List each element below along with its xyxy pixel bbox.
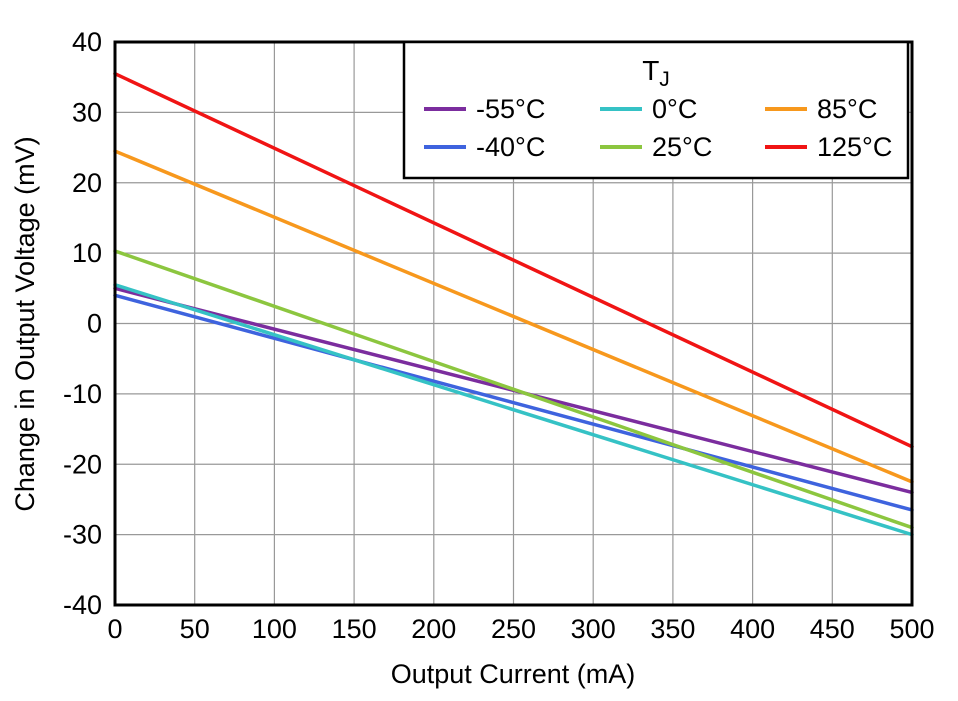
legend-title: TJ [642, 55, 670, 91]
y-tick-label: -30 [63, 520, 102, 550]
x-axis-title: Output Current (mA) [391, 659, 636, 689]
legend-label-85C: 85°C [817, 94, 877, 124]
x-tick-label: 0 [107, 614, 122, 644]
legend: TJ -55°C -40°C 0°C 25°C 85°C 125°C [402, 40, 910, 180]
x-tick-label: 250 [491, 614, 536, 644]
x-tick-label: 150 [332, 614, 377, 644]
legend-label-25C: 25°C [652, 132, 712, 162]
legend-label-0C: 0°C [652, 94, 697, 124]
y-tick-label: 40 [72, 27, 102, 57]
y-tick-label: 10 [72, 238, 102, 268]
legend-label-125C: 125°C [817, 132, 892, 162]
y-tick-label: 30 [72, 97, 102, 127]
x-tick-label: 200 [411, 614, 456, 644]
x-tick-label: 300 [571, 614, 616, 644]
series-line--40C [113, 293, 914, 512]
y-tick-label: -40 [63, 590, 102, 620]
y-axis-title: Change in Output Voltage (mV) [10, 136, 40, 511]
x-tick-label: 400 [730, 614, 775, 644]
series-line-0C [113, 283, 914, 537]
series-lines [113, 71, 914, 537]
legend-label--40C: -40°C [476, 132, 545, 162]
x-tick-label: 100 [252, 614, 297, 644]
x-tick-label: 350 [650, 614, 695, 644]
y-tick-label: -20 [63, 449, 102, 479]
series-line-25C [113, 249, 914, 530]
x-tick-label: 50 [180, 614, 210, 644]
x-tick-label: 500 [889, 614, 934, 644]
y-tick-label: 20 [72, 168, 102, 198]
legend-label--55C: -55°C [476, 94, 545, 124]
y-tick-label: -10 [63, 379, 102, 409]
series-line-125C [113, 71, 914, 449]
y-tick-label: 0 [87, 309, 102, 339]
legend-box [402, 40, 910, 180]
series-line-85C [113, 149, 914, 484]
x-tick-label: 450 [810, 614, 855, 644]
tick-labels: 0 50 100 150 200 250 300 350 400 450 500-40-30-20-… [63, 27, 935, 644]
